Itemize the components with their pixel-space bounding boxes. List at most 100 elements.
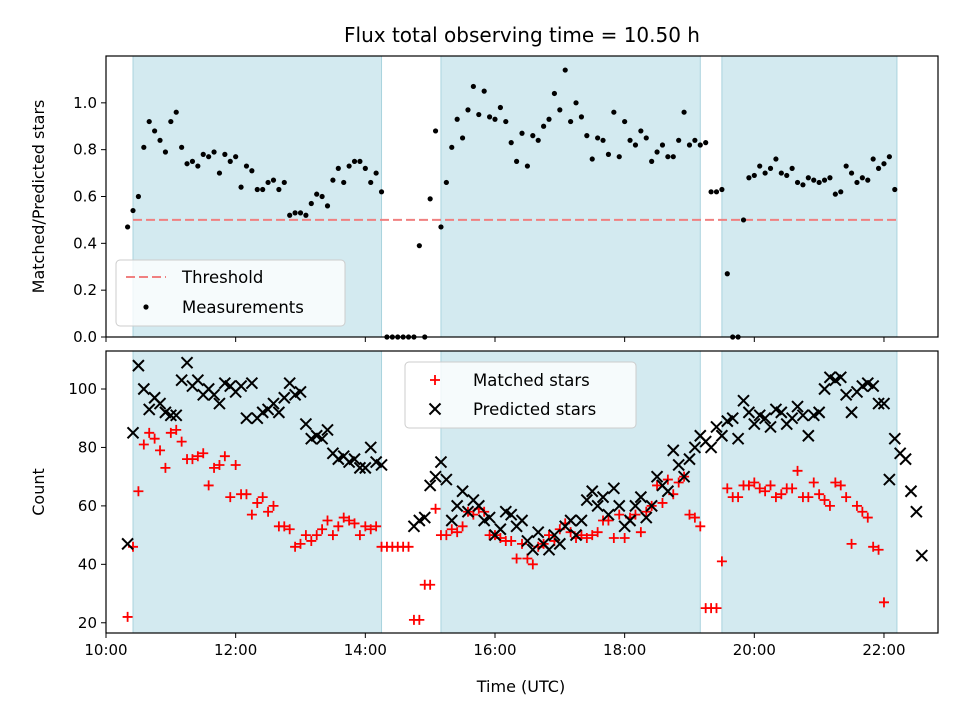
predicted-star-point (704, 441, 718, 454)
predicted-star-point (143, 403, 156, 416)
matched-star-point (592, 527, 603, 538)
matched-star-point (770, 492, 781, 503)
x-tick-label: 20:00 (733, 641, 776, 659)
matched-star-point (425, 579, 436, 590)
predicted-star-point (180, 356, 194, 369)
predicted-star-point (375, 458, 388, 472)
measurement-point (227, 158, 233, 164)
legend-box (404, 361, 637, 429)
measurement-point (265, 179, 271, 186)
measurement-point (211, 149, 217, 155)
predicted-star-point (548, 528, 561, 542)
predicted-star-point (126, 426, 140, 440)
predicted-star-point (888, 432, 901, 445)
measurement-point (373, 170, 379, 176)
matched-star-point (241, 489, 252, 500)
matched-star-point (711, 603, 722, 614)
matched-star-point (317, 524, 328, 535)
measurement-point (152, 128, 158, 134)
matched-star-point (635, 527, 646, 538)
predicted-star-point (542, 543, 556, 556)
measurement-point (341, 179, 347, 186)
measurement-point (492, 116, 498, 122)
matched-star-point (144, 427, 155, 438)
matched-star-point (603, 515, 614, 526)
legend-predicted-swatch (428, 402, 442, 416)
measurement-point (697, 142, 703, 148)
predicted-star-point (564, 514, 577, 527)
predicted-star-point (429, 470, 442, 483)
legend-measurements-label: Measurements (182, 298, 304, 317)
matched-star-point (776, 489, 787, 500)
matched-star-point (819, 495, 830, 506)
matched-star-point (344, 515, 355, 526)
measurement-point (821, 177, 828, 183)
measurement-point (692, 137, 698, 143)
measurement-point (778, 170, 784, 176)
predicted-star-point (802, 429, 815, 442)
measurement-point (233, 154, 239, 160)
observing-window (440, 56, 701, 337)
legend: Threshold Measurements (115, 259, 346, 327)
y-tick-label: 0.6 (73, 188, 97, 206)
matched-star-point (511, 553, 522, 564)
measurement-point (535, 137, 541, 143)
predicted-star-point (440, 473, 453, 486)
matched-star-point (760, 486, 771, 497)
predicted-star-point (645, 499, 658, 513)
predicted-star-point (883, 473, 896, 486)
matched-star-point (209, 462, 220, 473)
measurement-point (303, 212, 309, 218)
measurement-point (789, 165, 795, 171)
predicted-star-point (726, 412, 739, 425)
predicted-star-point (596, 490, 610, 504)
matched-star-point (830, 477, 841, 488)
matched-star-point (403, 541, 414, 552)
measurement-point (146, 118, 152, 125)
measurement-point (541, 123, 547, 129)
measurement-point (638, 128, 644, 134)
bottom-panel: 20 40 60 80 100 10:00 12:00 14:00 16:00 18:00 20:0… (29, 350, 939, 659)
measurement-point (568, 118, 574, 125)
matched-star-point (160, 462, 171, 473)
measurement-point (713, 189, 720, 195)
y-tick-label: 60 (78, 497, 97, 515)
measurement-point (800, 182, 806, 188)
measurement-point (848, 170, 855, 176)
measurement-point (573, 100, 579, 106)
matched-star-point (133, 486, 144, 497)
y-axis-title: Matched/Predicted stars (29, 100, 48, 294)
predicted-star-point (434, 455, 448, 469)
measurement-point (432, 128, 439, 134)
x-tick-label: 10:00 (84, 641, 127, 659)
matched-star-point (322, 515, 333, 526)
matched-star-point (841, 492, 852, 503)
predicted-star-point (791, 400, 804, 413)
predicted-star-point (839, 388, 853, 402)
measurement-point (622, 118, 628, 125)
predicted-star-point (240, 412, 253, 425)
measurement-point (686, 142, 693, 148)
x-axis-title: Time (UTC) (476, 677, 565, 696)
predicted-star-point (796, 409, 810, 422)
predicted-star-point (267, 397, 280, 410)
measurement-point (611, 109, 617, 115)
predicted-star-point (121, 537, 134, 551)
measurement-point (162, 149, 169, 155)
matched-star-point (457, 521, 468, 532)
matched-star-point (878, 597, 889, 608)
measurement-point (346, 163, 352, 169)
matched-star-point (824, 500, 835, 511)
measurement-point (832, 191, 838, 197)
predicted-star-point (213, 397, 226, 410)
legend-predicted-label: Predicted stars (473, 400, 596, 419)
matched-star-point (295, 538, 306, 549)
matched-star-point (155, 445, 166, 456)
measurement-point (135, 193, 142, 200)
matched-star-point (479, 506, 490, 517)
top-panel: 0.0 0.2 0.4 0.6 0.8 1.0 Matched/Predicted star… (29, 55, 939, 346)
measurement-point (875, 165, 882, 171)
measurement-point (530, 133, 536, 139)
matched-star-point (792, 465, 803, 476)
measurement-point (865, 177, 871, 183)
